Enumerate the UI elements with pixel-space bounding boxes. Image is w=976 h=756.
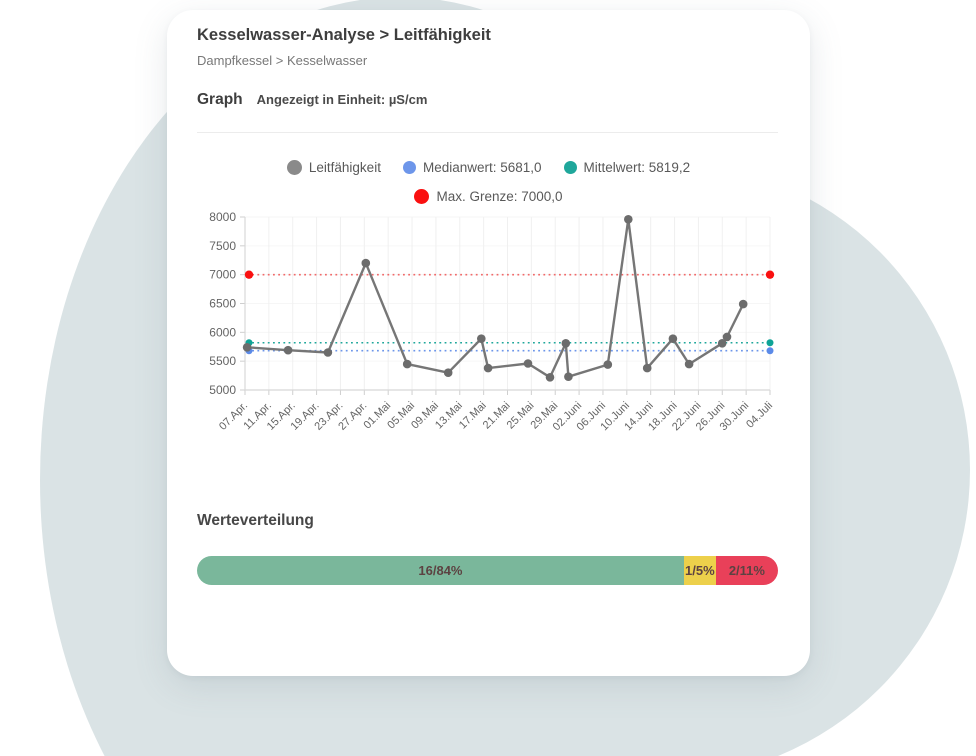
refline-dot-end bbox=[766, 347, 774, 355]
refline-dot-end bbox=[765, 270, 775, 279]
graph-header: Graph Angezeigt in Einheit: µS/cm bbox=[197, 91, 427, 109]
chart-point[interactable] bbox=[523, 359, 533, 368]
graph-unit-label: Angezeigt in Einheit: µS/cm bbox=[256, 92, 428, 107]
distribution-segment-label: 16/84% bbox=[418, 563, 463, 578]
legend-dot-icon bbox=[286, 160, 302, 175]
legend-dot-icon bbox=[402, 161, 416, 174]
chart-point[interactable] bbox=[242, 343, 252, 352]
refline-dot-end bbox=[766, 339, 774, 347]
chart-point[interactable] bbox=[283, 345, 293, 355]
distribution-bar: 16/84% 1/5% 2/11% bbox=[197, 556, 778, 585]
x-axis-label: 04.Juli bbox=[744, 400, 775, 431]
chart-point[interactable] bbox=[722, 332, 732, 342]
chart-svg: 500055006000650070007500800007.Apr.11.Ap… bbox=[209, 210, 775, 433]
chart-point[interactable] bbox=[361, 258, 371, 268]
chart-point[interactable] bbox=[717, 339, 727, 348]
y-axis-label: 7000 bbox=[209, 268, 236, 282]
distribution-segment-1: 1/5% bbox=[683, 556, 716, 585]
legend-dot-icon bbox=[414, 189, 430, 204]
distribution-segment-label: 1/5% bbox=[685, 563, 715, 578]
chart-point[interactable] bbox=[477, 334, 486, 343]
chart-point[interactable] bbox=[483, 363, 493, 373]
page-title: Kesselwasser-Analyse > Leitfähigkeit bbox=[197, 26, 491, 44]
breadcrumb[interactable]: Dampfkessel > Kesselwasser bbox=[197, 53, 368, 68]
chart-point[interactable] bbox=[738, 299, 748, 309]
chart-point[interactable] bbox=[603, 360, 613, 369]
y-axis-label: 5500 bbox=[209, 354, 236, 368]
chart-point[interactable] bbox=[402, 359, 412, 369]
legend-label: Medianwert: 5681,0 bbox=[422, 160, 542, 175]
y-axis-label: 6000 bbox=[209, 325, 236, 339]
legend-label: Max. Grenze: 7000,0 bbox=[436, 189, 563, 204]
distribution-segment-0: 16/84% bbox=[197, 556, 684, 585]
y-axis-label: 8000 bbox=[209, 210, 236, 224]
legend-label: Leitfähigkeit bbox=[308, 160, 381, 175]
chart-point[interactable] bbox=[624, 215, 633, 224]
legend-item-0[interactable]: Leitfähigkeit bbox=[286, 160, 381, 175]
y-axis-label: 6500 bbox=[209, 297, 236, 311]
legend-item-2[interactable]: Mittelwert: 5819,2 bbox=[563, 160, 691, 175]
chart-legend: Leitfähigkeit Medianwert: 5681,0 Mittelwer… bbox=[167, 160, 810, 204]
legend-item-1[interactable]: Medianwert: 5681,0 bbox=[402, 160, 542, 175]
chart-point[interactable] bbox=[684, 359, 694, 369]
analysis-card: Kesselwasser-Analyse > Leitfähigkeit Dam… bbox=[167, 10, 810, 676]
refline-dot-start bbox=[244, 270, 254, 279]
legend-dot-icon bbox=[563, 161, 577, 174]
chart-point[interactable] bbox=[561, 339, 571, 348]
chart-point[interactable] bbox=[668, 334, 678, 343]
legend-label: Mittelwert: 5819,2 bbox=[583, 160, 691, 175]
header-divider bbox=[197, 132, 778, 133]
chart-point[interactable] bbox=[545, 373, 555, 382]
conductivity-chart: 5000 5500 6000 6500 7000 7500 8000 07.Apr. 11.Ap… bbox=[187, 200, 787, 480]
series-line bbox=[245, 218, 745, 379]
distribution-segment-2: 2/11% bbox=[715, 556, 778, 585]
chart-point[interactable] bbox=[443, 368, 453, 377]
y-axis-label: 5000 bbox=[209, 383, 236, 397]
chart-point[interactable] bbox=[323, 348, 333, 357]
legend-item-3[interactable]: Max. Grenze: 7000,0 bbox=[414, 189, 563, 204]
chart-point[interactable] bbox=[642, 363, 652, 373]
distribution-section-label: Werteverteilung bbox=[197, 512, 314, 529]
chart-point[interactable] bbox=[564, 372, 573, 381]
graph-section-label: Graph bbox=[197, 91, 243, 108]
distribution-segment-label: 2/11% bbox=[728, 563, 765, 578]
y-axis-label: 7500 bbox=[209, 239, 236, 253]
